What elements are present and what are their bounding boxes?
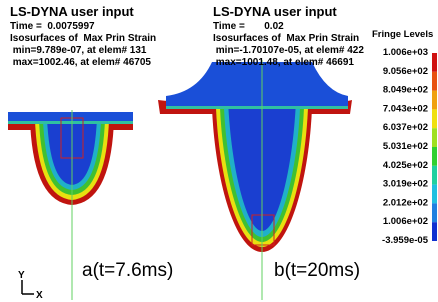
- fringe-swatch: [432, 53, 437, 72]
- panel-line: min=-1.70107e-05, at elem# 422: [213, 45, 364, 56]
- fringe-label: -3.959e-05: [382, 235, 429, 246]
- fringe-title: Fringe Levels: [372, 29, 433, 40]
- panel-line: max=1002.46, at elem# 46705: [10, 57, 151, 68]
- fringe-label: 9.056e+02: [383, 66, 428, 77]
- fringe-label: 5.031e+02: [383, 141, 428, 152]
- fringe-swatch: [432, 91, 437, 110]
- fringe-swatch: [432, 109, 437, 128]
- axis-y: Y: [18, 270, 25, 281]
- fringe-label: 4.025e+02: [383, 160, 428, 171]
- axis-triad: Y X: [18, 270, 43, 301]
- panel-title: LS-DYNA user input: [10, 4, 134, 19]
- fringe-swatch: [432, 128, 437, 147]
- panel-line: Isosurfaces of Max Prin Strain: [213, 33, 359, 44]
- fringe-swatch: [432, 203, 437, 222]
- panel-title: LS-DYNA user input: [213, 4, 337, 19]
- panel-line: Time = 0.02: [213, 21, 284, 32]
- panel-line: max=1001.48, at elem# 46691: [213, 57, 354, 68]
- fringe-label: 8.049e+02: [383, 85, 428, 96]
- fringe-label: 1.006e+02: [383, 216, 428, 227]
- axis-x: X: [36, 290, 43, 301]
- caption: b(t=20ms): [274, 260, 360, 281]
- screenshot: LS-DYNA user input Time = 0.0075997 Isos…: [0, 0, 438, 302]
- fringe-label: 7.043e+02: [383, 103, 428, 114]
- fringe-swatch: [432, 166, 437, 185]
- caption: a(t=7.6ms): [82, 260, 173, 281]
- fringe-label: 6.037e+02: [383, 122, 428, 133]
- fringe-swatch: [432, 185, 437, 204]
- fringe-swatch: [432, 72, 437, 91]
- fringe-label: 3.019e+02: [383, 179, 428, 190]
- panel-line: Time = 0.0075997: [10, 21, 95, 32]
- fringe-label: 2.012e+02: [383, 197, 428, 208]
- fringe-levels: 1.006e+03 9.056e+02 8.049e+02 7.043e+02 6.03…: [382, 47, 437, 246]
- fringe-swatch: [432, 147, 437, 166]
- panel-line: Isosurfaces of Max Prin Strain: [10, 33, 156, 44]
- panel-line: min=9.789e-07, at elem# 131: [10, 45, 147, 56]
- fringe-label: 1.006e+03: [383, 47, 428, 58]
- fringe-swatch: [432, 222, 437, 241]
